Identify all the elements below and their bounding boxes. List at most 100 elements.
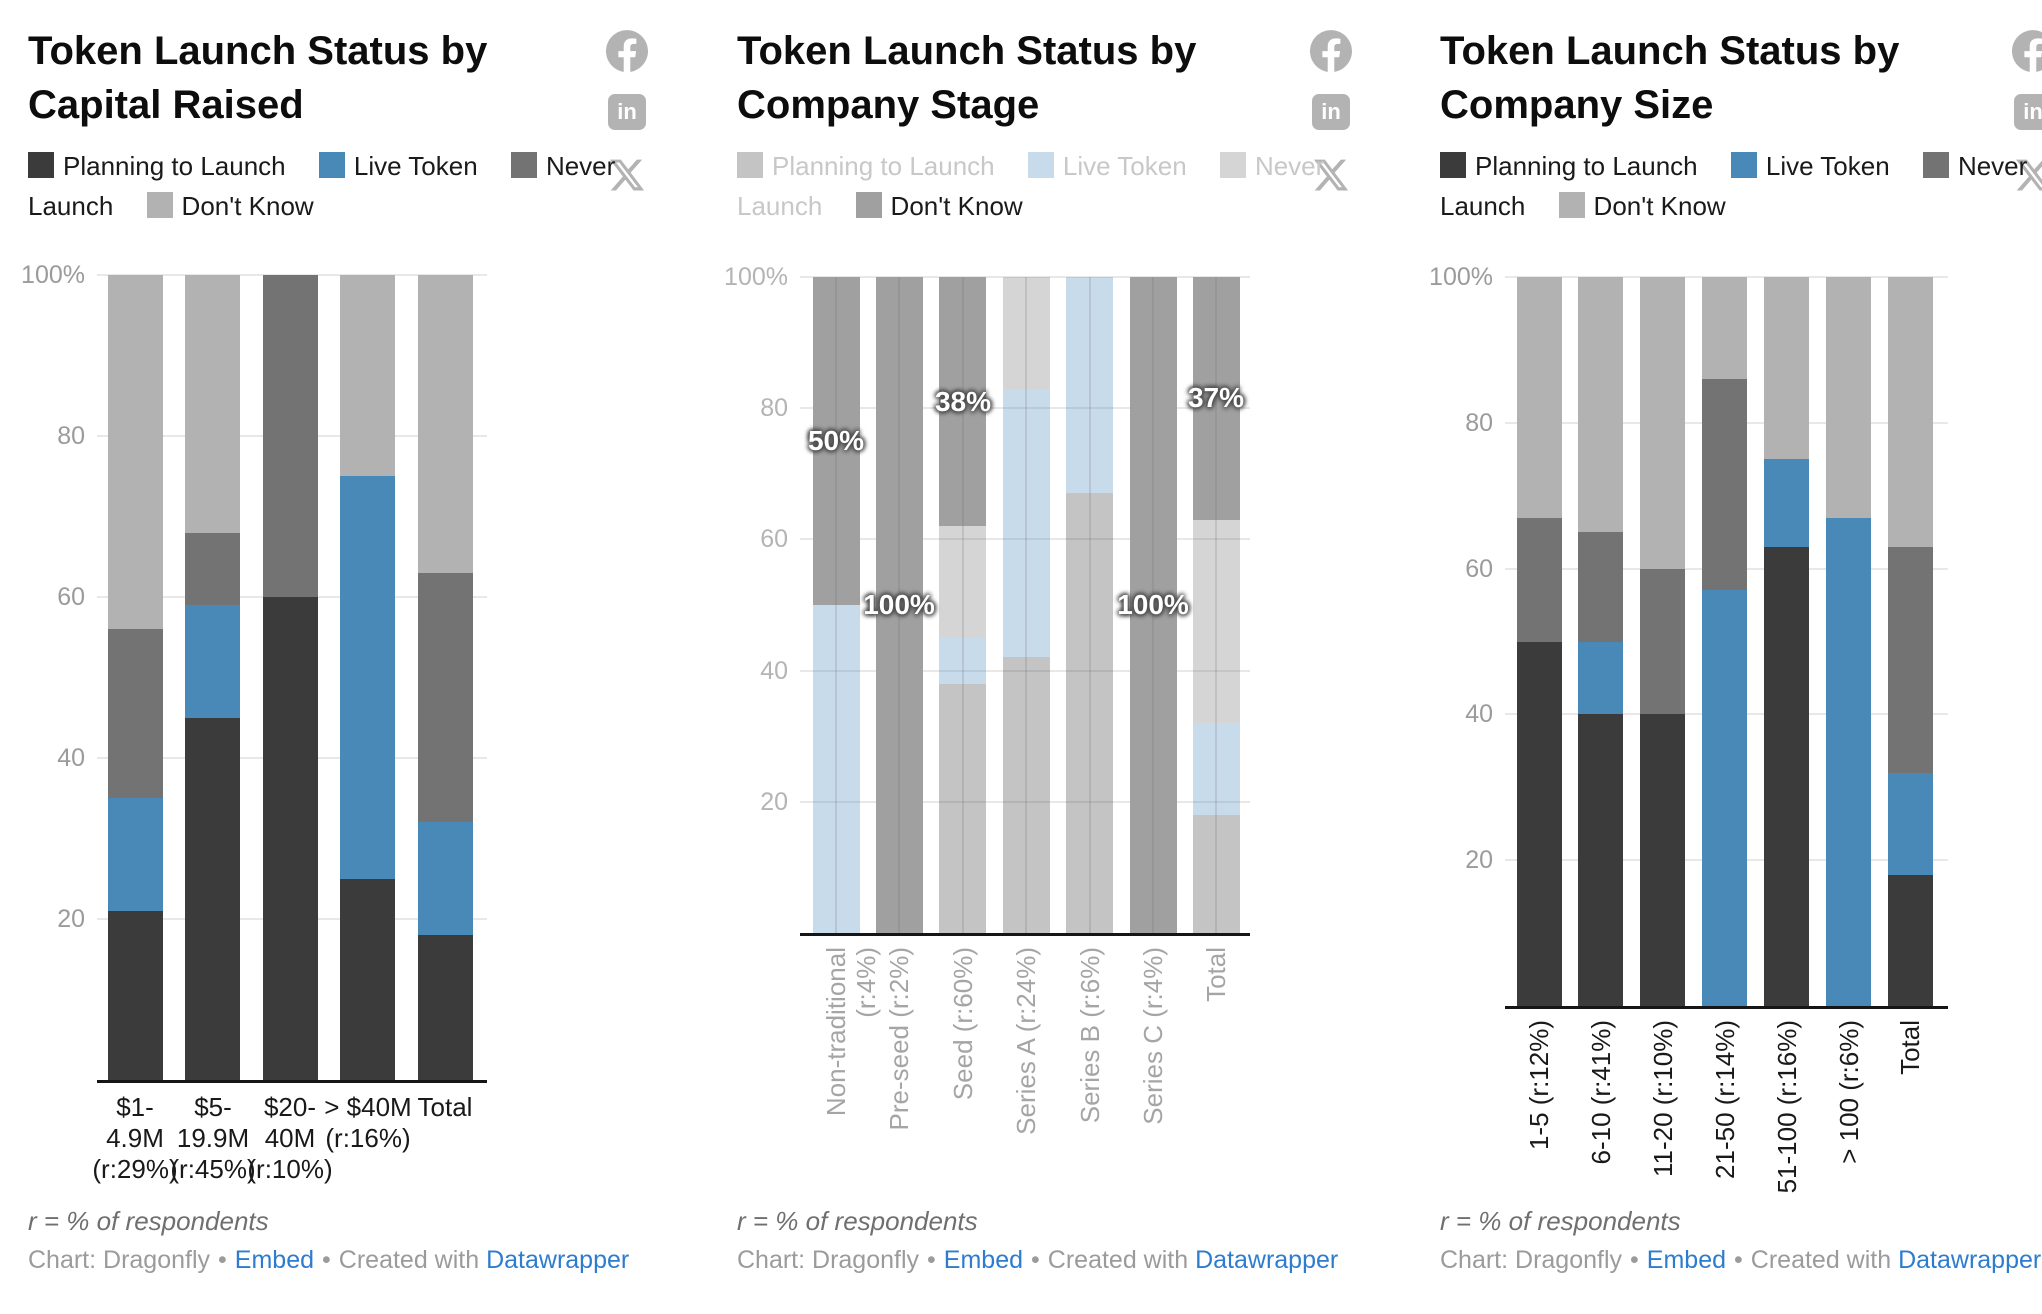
y-axis-tick-label: 40 (1465, 700, 1493, 728)
x-share-icon[interactable] (608, 156, 646, 194)
y-axis-tick-label: 20 (760, 788, 788, 816)
bar-segment[interactable] (418, 275, 473, 573)
legend-label: Live Token (353, 151, 478, 181)
bar-segment[interactable] (263, 597, 318, 1080)
datawrapper-link[interactable]: Datawrapper (486, 1246, 630, 1274)
bar-segment[interactable] (1578, 532, 1623, 642)
bar-segment[interactable] (1826, 277, 1871, 518)
embed-link[interactable]: Embed (943, 1246, 1024, 1274)
bar-segment[interactable] (1640, 714, 1685, 1006)
footnote: r = % of respondents (28, 1206, 269, 1236)
bar-segment[interactable] (1764, 547, 1809, 1006)
x-axis-category-label: $1- 4.9M (r:29%) (92, 1092, 178, 1184)
legend-item: Planning to Launch (1440, 151, 1698, 181)
bar-segment[interactable] (1003, 389, 1050, 657)
bar-segment[interactable] (813, 277, 860, 605)
bar-segment[interactable] (939, 277, 986, 526)
legend-swatch-icon (1558, 192, 1585, 218)
bar-segment[interactable] (1640, 569, 1685, 714)
bar-value-label: 38% (934, 386, 992, 417)
bar-segment[interactable] (340, 879, 395, 1080)
x-share-icon[interactable] (2014, 156, 2042, 194)
bar-segment[interactable] (1888, 547, 1933, 773)
bar-segment[interactable] (1764, 277, 1809, 459)
bar-segment[interactable] (418, 935, 473, 1080)
bar-segment[interactable] (1517, 518, 1562, 642)
x-axis-category-label: $5- 19.9M (r:45%) (170, 1092, 256, 1184)
bar-segment[interactable] (1193, 723, 1240, 815)
bar-segment[interactable] (1066, 493, 1113, 933)
datawrapper-link[interactable]: Datawrapper (1898, 1246, 2042, 1274)
bar-segment[interactable] (1193, 815, 1240, 933)
x-axis-category-label: Total (1201, 947, 1231, 1002)
bar-segment[interactable] (939, 638, 986, 684)
legend-label: Never Launch (1440, 151, 2028, 221)
y-axis-tick-label: 60 (1465, 555, 1493, 583)
bar-segment[interactable] (1640, 277, 1685, 569)
linkedin-share-icon[interactable]: in (608, 94, 646, 130)
bar-segment[interactable] (1826, 518, 1871, 1006)
credit-separator: • (218, 1246, 227, 1274)
bar-value-label: 37% (1187, 382, 1245, 413)
bar-segment[interactable] (1702, 277, 1747, 379)
facebook-share-icon[interactable] (1310, 30, 1352, 72)
bar-segment[interactable] (1578, 714, 1623, 1006)
bar-segment[interactable] (108, 629, 163, 798)
bar-segment[interactable] (418, 822, 473, 935)
bar-divider (962, 277, 964, 933)
bar-segment[interactable] (108, 911, 163, 1080)
y-axis-tick-label: 60 (57, 583, 85, 611)
bar-segment[interactable] (1578, 642, 1623, 714)
bar-segment[interactable] (1066, 277, 1113, 493)
bar-segment[interactable] (185, 605, 240, 718)
bar-segment[interactable] (340, 275, 395, 476)
bar-segment[interactable] (1517, 642, 1562, 1006)
bar-segment[interactable] (1003, 277, 1050, 389)
bar-segment[interactable] (263, 275, 318, 597)
x-axis-line (800, 933, 1250, 936)
x-axis-category-label: Series B (r:6%) (1075, 947, 1105, 1124)
bar-segment[interactable] (876, 277, 923, 933)
bar-segment[interactable] (1130, 277, 1177, 933)
bar-segment[interactable] (340, 476, 395, 879)
credit-text: Chart: Dragonfly (28, 1246, 211, 1274)
chart-credit: Chart: Dragonfly • Embed • Created with Data… (28, 1246, 629, 1275)
bar-segment[interactable] (1578, 277, 1623, 532)
legend-label: Don't Know (181, 191, 314, 221)
bar-segment[interactable] (108, 798, 163, 911)
x-axis-category-label: 21-50 (r:14%) (1710, 1020, 1740, 1179)
x-share-icon[interactable] (1312, 156, 1350, 194)
bar-segment[interactable] (1764, 459, 1809, 547)
credit-separator: • (927, 1246, 936, 1274)
bar-segment[interactable] (1193, 277, 1240, 520)
bar-segment[interactable] (813, 605, 860, 933)
facebook-share-icon[interactable] (2012, 30, 2042, 72)
legend-swatch-icon (737, 152, 763, 178)
facebook-share-icon[interactable] (606, 30, 648, 72)
bar-segment[interactable] (185, 718, 240, 1080)
bar-segment[interactable] (418, 573, 473, 822)
bar-segment[interactable] (185, 275, 240, 533)
bar-segment[interactable] (939, 684, 986, 933)
bar-segment[interactable] (939, 526, 986, 638)
bar-segment[interactable] (108, 275, 163, 629)
bar-segment[interactable] (1702, 590, 1747, 1006)
bar-segment[interactable] (1888, 875, 1933, 1006)
bar-segment[interactable] (185, 533, 240, 605)
x-axis-line (97, 1080, 487, 1083)
bar-segment[interactable] (1702, 379, 1747, 590)
embed-link[interactable]: Embed (234, 1246, 315, 1274)
embed-link[interactable]: Embed (1646, 1246, 1727, 1274)
footnote: r = % of respondents (1440, 1206, 1681, 1236)
y-axis-tick-label: 20 (57, 905, 85, 933)
bar-segment[interactable] (1888, 773, 1933, 875)
legend-item: Planning to Launch (28, 151, 286, 181)
bar-segment[interactable] (1193, 520, 1240, 723)
bar-segment[interactable] (1517, 277, 1562, 518)
bar-segment[interactable] (1888, 277, 1933, 547)
linkedin-share-icon[interactable]: in (2014, 94, 2042, 130)
bar-segment[interactable] (1003, 657, 1050, 933)
y-axis-tick-label: 100% (1429, 263, 1493, 291)
datawrapper-link[interactable]: Datawrapper (1195, 1246, 1339, 1274)
linkedin-share-icon[interactable]: in (1312, 94, 1350, 130)
